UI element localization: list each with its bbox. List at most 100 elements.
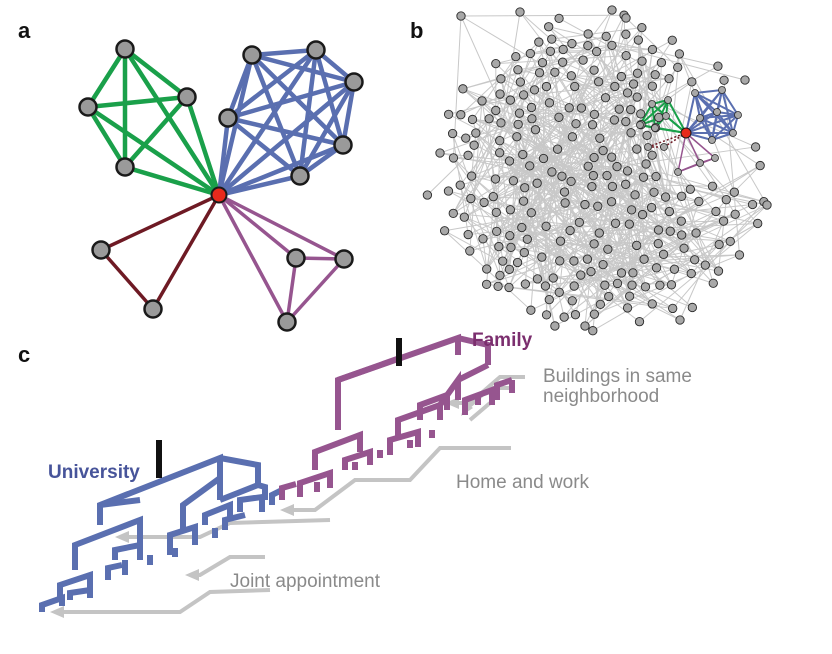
- network-node: [595, 299, 606, 310]
- community-edge: [716, 111, 734, 134]
- network-node: [708, 278, 718, 288]
- network-node: [515, 77, 526, 87]
- network-node: [647, 299, 657, 309]
- network-node: [463, 150, 473, 160]
- ego-edge: [340, 79, 357, 148]
- network-edge: [521, 227, 610, 297]
- network-node: [496, 118, 506, 128]
- network-node: [594, 228, 604, 238]
- network-node: [538, 153, 549, 164]
- network-node: [642, 130, 652, 141]
- network-node: [527, 114, 537, 124]
- ego-node: [344, 72, 364, 92]
- network-edge: [574, 109, 632, 315]
- network-node: [621, 50, 631, 61]
- network-node: [491, 58, 501, 69]
- hierarchy-branch: [39, 593, 65, 612]
- ego-edge: [99, 193, 221, 252]
- connection-line: [290, 446, 511, 512]
- network-node: [593, 201, 603, 211]
- network-edge: [639, 223, 759, 323]
- hierarchy-branch: [180, 472, 223, 530]
- hierarchy-branch: [312, 430, 363, 470]
- ego-edge: [99, 248, 155, 311]
- hierarchy-branch: [336, 355, 402, 383]
- ego-edge: [225, 47, 319, 121]
- hierarchy-branch: [342, 447, 373, 470]
- network-node: [686, 268, 696, 279]
- network-edge: [584, 150, 604, 327]
- network-node: [550, 67, 560, 77]
- network-node: [640, 282, 651, 292]
- ego-node: [277, 312, 297, 332]
- network-node: [571, 119, 581, 129]
- network-node: [636, 121, 644, 129]
- network-edge: [452, 157, 501, 276]
- ego-edge: [85, 104, 222, 198]
- community-edge: [721, 89, 739, 116]
- network-node: [569, 281, 579, 291]
- network-node: [529, 85, 540, 95]
- network-node: [591, 46, 602, 57]
- network-node: [518, 149, 528, 160]
- network-edge: [602, 210, 717, 266]
- network-node: [488, 192, 498, 202]
- network-edge: [574, 72, 638, 88]
- network-node: [665, 226, 675, 236]
- ego-node: [78, 97, 98, 117]
- network-node: [711, 206, 721, 217]
- network-node: [707, 181, 718, 191]
- network-node: [583, 40, 593, 51]
- network-node: [604, 291, 614, 302]
- hierarchy-branch: [462, 385, 495, 415]
- ego-network-diagram: [78, 39, 364, 332]
- network-node: [638, 172, 649, 182]
- network-node: [729, 187, 739, 197]
- network-edge: [448, 113, 500, 142]
- hierarchy-branch: [99, 497, 141, 508]
- network-node: [490, 174, 501, 184]
- network-edge: [486, 283, 653, 305]
- network-node: [674, 168, 682, 176]
- network-node: [729, 129, 737, 137]
- network-edge: [625, 34, 635, 85]
- network-node: [580, 199, 590, 210]
- arrow-head: [50, 606, 64, 618]
- network-node: [558, 44, 568, 55]
- network-node: [492, 226, 502, 237]
- network-node: [443, 186, 454, 196]
- network-node: [627, 280, 637, 290]
- network-edge: [573, 204, 586, 262]
- network-node: [559, 312, 569, 322]
- network-node: [493, 281, 503, 292]
- panel-label-c: c: [18, 342, 30, 367]
- community-edge: [677, 132, 687, 173]
- network-node: [588, 326, 598, 336]
- network-node: [544, 22, 554, 32]
- network-node: [525, 48, 535, 59]
- network-node: [544, 98, 555, 108]
- network-edge: [663, 253, 706, 266]
- network-edge: [481, 100, 510, 270]
- network-node: [508, 176, 519, 186]
- network-node: [632, 144, 642, 154]
- ego-node: [218, 108, 238, 128]
- network-node: [610, 218, 621, 228]
- network-node: [621, 116, 631, 127]
- network-node: [466, 193, 476, 204]
- network-node: [567, 132, 578, 142]
- community-edge: [694, 92, 701, 119]
- full-network-nodes: [422, 5, 772, 336]
- network-node: [435, 148, 445, 158]
- network-node: [567, 38, 577, 49]
- ego-edge: [225, 79, 357, 121]
- network-node: [495, 136, 505, 146]
- network-edge: [452, 136, 518, 214]
- network-edge: [718, 199, 727, 272]
- network-edge: [636, 148, 660, 231]
- network-node: [644, 143, 652, 151]
- network-node: [439, 226, 450, 236]
- network-node: [734, 250, 745, 260]
- network-node: [696, 159, 704, 167]
- network-node: [637, 209, 648, 220]
